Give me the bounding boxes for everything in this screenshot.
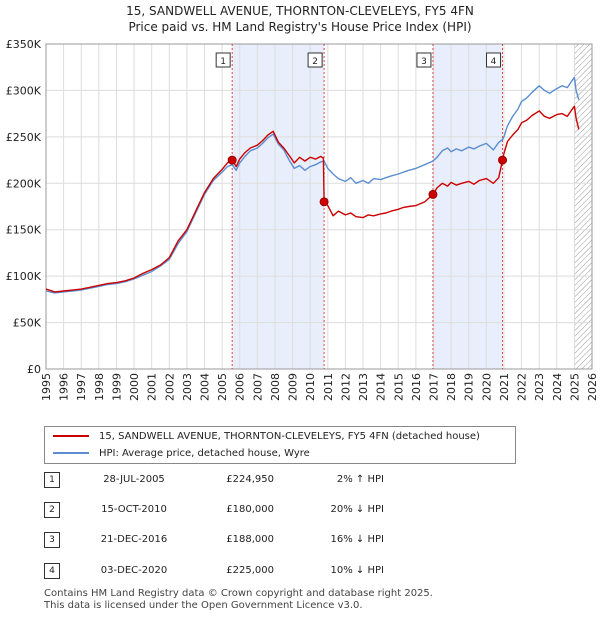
legend-entry-property: 15, SANDWELL AVENUE, THORNTON-CLEVELEYS,…	[53, 428, 480, 444]
shaded-span-1	[232, 44, 325, 369]
x-tick-label: 2016	[410, 373, 423, 401]
legend-label-property: 15, SANDWELL AVENUE, THORNTON-CLEVELEYS,…	[99, 430, 480, 442]
hpi-line	[45, 76, 580, 294]
price-chart: £0 £50K £100K £150K £200K £250K £300K £350K 1995…	[6, 38, 599, 401]
x-tick-label: 1998	[93, 373, 106, 401]
sale-date: 15-OCT-2010	[101, 504, 167, 515]
x-tick-label: 2020	[480, 373, 493, 401]
chart-title: 15, SANDWELL AVENUE, THORNTON-CLEVELEYS,…	[126, 4, 474, 18]
legend: 15, SANDWELL AVENUE, THORNTON-CLEVELEYS,…	[44, 426, 516, 464]
sale-row: 2 15-OCT-2010 £180,000 20% ↓ HPI	[44, 502, 544, 520]
y-tick-label: £200K	[6, 177, 42, 190]
x-tick-label: 2008	[269, 373, 282, 401]
sale-row: 1 28-JUL-2005 £224,950 2% ↑ HPI	[44, 472, 544, 490]
sale-label-box-2	[307, 52, 323, 68]
x-tick-label: 1995	[40, 373, 53, 401]
x-tick-label: 2000	[128, 373, 141, 401]
x-tick-label: 1996	[58, 373, 71, 401]
x-tick-label: 2019	[463, 373, 476, 401]
x-tick-label: 2018	[445, 373, 458, 401]
x-tick-label: 2011	[322, 373, 335, 401]
sale-label-2: 2	[312, 57, 318, 67]
sale-label-3: 3	[421, 57, 427, 67]
y-tick-label: £100K	[6, 270, 42, 283]
y-tick-label: £350K	[6, 38, 42, 51]
sale-point-3	[428, 189, 438, 199]
x-tick-label: 2026	[586, 373, 599, 401]
x-tick-label: 2014	[375, 373, 388, 401]
sale-label-1: 1	[220, 57, 226, 67]
y-tick-label: £0	[27, 363, 41, 376]
sale-hpi-diff: 16% ↓ HPI	[330, 534, 384, 545]
x-tick-label: 2007	[251, 373, 264, 401]
y-tick-label: £300K	[6, 84, 42, 97]
forecast-hatch	[574, 44, 592, 369]
sale-label-4: 4	[491, 57, 497, 67]
sale-point-4	[498, 155, 508, 165]
sale-hpi-diff: 2% ↑ HPI	[336, 474, 384, 485]
x-tick-label: 2021	[498, 373, 511, 401]
x-tick-label: 2010	[304, 373, 317, 401]
x-tick-label: 2013	[357, 373, 370, 401]
x-tick-label: 1997	[75, 373, 88, 401]
footer-licence: This data is licensed under the Open Gov…	[44, 600, 363, 611]
sale-label-box-4	[486, 52, 502, 68]
sale-price: £225,000	[226, 565, 274, 576]
legend-label-hpi: HPI: Average price, detached house, Wyre	[99, 447, 310, 459]
x-tick-label: 2002	[163, 373, 176, 401]
legend-swatch-property	[53, 435, 89, 437]
sale-marker-box: 3	[44, 532, 60, 548]
sale-row: 3 21-DEC-2016 £188,000 16% ↓ HPI	[44, 532, 544, 550]
sale-marker-box: 1	[44, 472, 60, 488]
legend-swatch-hpi	[53, 452, 89, 454]
sale-price: £180,000	[226, 504, 274, 515]
sale-point-2	[319, 197, 329, 207]
y-tick-label: £150K	[6, 224, 42, 237]
x-tick-label: 2022	[516, 373, 529, 401]
x-tick-label: 2009	[287, 373, 300, 401]
x-tick-label: 2004	[199, 373, 212, 401]
x-tick-label: 1999	[110, 373, 123, 401]
property-price-line	[45, 105, 580, 293]
sale-date: 21-DEC-2016	[100, 534, 168, 545]
sale-label-box-1	[215, 52, 231, 68]
x-tick-label: 2015	[392, 373, 405, 401]
x-tick-label: 2006	[234, 373, 247, 401]
sale-date: 28-JUL-2005	[103, 474, 165, 485]
sale-marker-box: 4	[44, 563, 60, 579]
x-tick-label: 2003	[181, 373, 194, 401]
footer-copyright: Contains HM Land Registry data © Crown c…	[44, 588, 433, 599]
x-tick-label: 2005	[216, 373, 229, 401]
sale-row: 4 03-DEC-2020 £225,000 10% ↓ HPI	[44, 563, 544, 581]
sale-price: £224,950	[226, 474, 274, 485]
y-tick-label: £50K	[13, 317, 42, 330]
x-tick-label: 2017	[427, 373, 440, 401]
sale-point-1	[227, 155, 237, 165]
x-tick-label: 2012	[339, 373, 352, 401]
sale-label-box-3	[416, 52, 432, 68]
sale-date: 03-DEC-2020	[100, 565, 168, 576]
sale-marker-box: 2	[44, 502, 60, 518]
x-tick-label: 2023	[533, 373, 546, 401]
legend-entry-hpi: HPI: Average price, detached house, Wyre	[53, 445, 310, 461]
sale-hpi-diff: 10% ↓ HPI	[330, 565, 384, 576]
plot-frame	[45, 43, 593, 370]
shaded-span-2	[432, 44, 503, 369]
x-tick-label: 2025	[568, 373, 581, 401]
x-tick-label: 2001	[146, 373, 159, 401]
sale-hpi-diff: 20% ↓ HPI	[330, 504, 384, 515]
y-tick-label: £250K	[6, 131, 42, 144]
sale-price: £188,000	[226, 534, 274, 545]
chart-subtitle: Price paid vs. HM Land Registry's House …	[128, 20, 472, 34]
x-tick-label: 2024	[551, 373, 564, 401]
